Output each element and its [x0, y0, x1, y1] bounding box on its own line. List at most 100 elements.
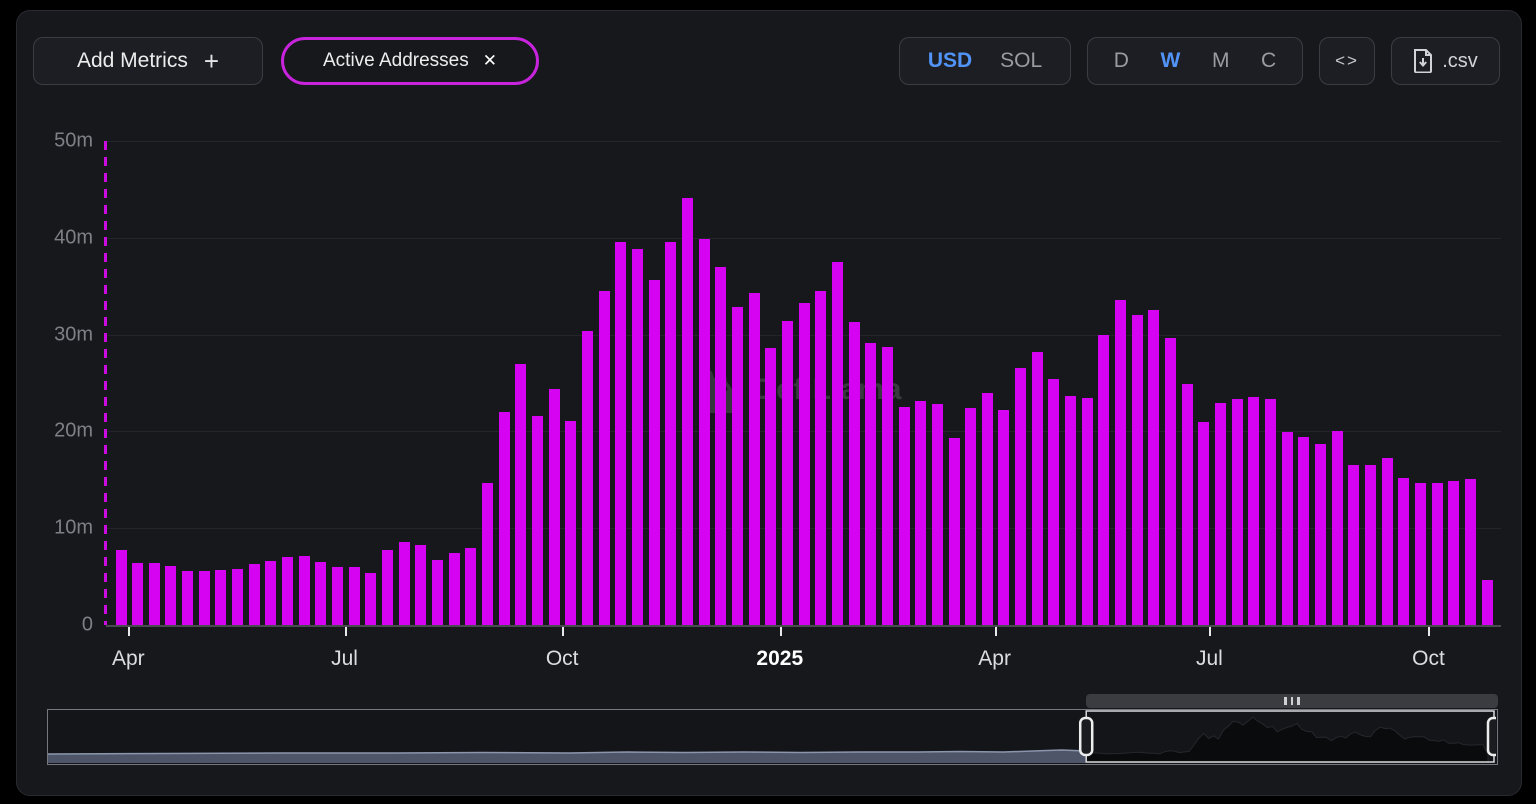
bar[interactable]	[215, 569, 227, 625]
bar[interactable]	[615, 241, 627, 625]
bar[interactable]	[182, 570, 194, 625]
bar[interactable]	[915, 401, 927, 625]
interval-option-day[interactable]: D	[1113, 49, 1129, 72]
bar[interactable]	[965, 408, 977, 625]
metric-pill-active-addresses[interactable]: Active Addresses ✕	[281, 37, 539, 85]
bar[interactable]	[332, 566, 344, 625]
currency-option-sol[interactable]: SOL	[1000, 49, 1043, 72]
navigator-drag-handle[interactable]	[1086, 694, 1498, 708]
bar[interactable]	[1448, 480, 1460, 625]
download-csv-button[interactable]: .csv	[1391, 37, 1500, 85]
bar[interactable]	[1065, 395, 1077, 625]
bar[interactable]	[1398, 477, 1410, 625]
bar[interactable]	[1248, 396, 1260, 625]
bar[interactable]	[665, 241, 677, 625]
bar[interactable]	[1098, 334, 1110, 625]
bar[interactable]	[1265, 399, 1277, 625]
bar[interactable]	[1131, 315, 1143, 625]
bar[interactable]	[1331, 431, 1343, 625]
bar[interactable]	[132, 563, 144, 625]
bar[interactable]	[1464, 478, 1476, 625]
bar[interactable]	[598, 291, 610, 625]
bar[interactable]	[515, 363, 527, 625]
bar[interactable]	[1081, 397, 1093, 625]
bar[interactable]	[282, 557, 294, 625]
bar[interactable]	[365, 572, 377, 625]
bar[interactable]	[1015, 367, 1027, 625]
bar[interactable]	[1281, 432, 1293, 625]
bar[interactable]	[448, 553, 460, 625]
embed-code-button[interactable]: <>	[1319, 37, 1375, 85]
bar[interactable]	[248, 564, 260, 625]
bar[interactable]	[1198, 421, 1210, 625]
interval-option-week[interactable]: W	[1160, 49, 1181, 72]
bar[interactable]	[1431, 482, 1443, 625]
bar[interactable]	[265, 561, 277, 625]
bar[interactable]	[581, 330, 593, 625]
bar[interactable]	[498, 412, 510, 625]
bar[interactable]	[1115, 299, 1127, 625]
bar[interactable]	[831, 262, 843, 625]
add-metrics-button[interactable]: Add Metrics +	[33, 37, 263, 85]
bar[interactable]	[648, 280, 660, 625]
bar[interactable]	[415, 544, 427, 625]
currency-option-usd[interactable]: USD	[927, 49, 973, 72]
bar[interactable]	[998, 410, 1010, 625]
bar[interactable]	[781, 321, 793, 625]
interval-option-cumulative[interactable]: C	[1261, 49, 1277, 72]
bar[interactable]	[1298, 437, 1310, 625]
bar[interactable]	[1181, 383, 1193, 625]
bar[interactable]	[981, 392, 993, 625]
bar[interactable]	[1148, 310, 1160, 625]
bar[interactable]	[232, 568, 244, 625]
bar[interactable]	[731, 306, 743, 625]
bar[interactable]	[315, 562, 327, 625]
brush-handle[interactable]	[1486, 716, 1496, 757]
bar[interactable]	[1381, 457, 1393, 625]
navigator-timeline[interactable]	[47, 709, 1498, 765]
bar[interactable]	[848, 322, 860, 625]
bar[interactable]	[798, 302, 810, 625]
bar[interactable]	[548, 388, 560, 625]
interval-option-month[interactable]: M	[1211, 49, 1230, 72]
bar[interactable]	[815, 291, 827, 625]
bar[interactable]	[348, 566, 360, 625]
bar[interactable]	[765, 348, 777, 625]
y-axis-tick-label: 50m	[54, 129, 93, 152]
bar[interactable]	[681, 198, 693, 625]
bar[interactable]	[565, 420, 577, 625]
bar[interactable]	[148, 563, 160, 625]
bar[interactable]	[115, 549, 127, 625]
bar[interactable]	[698, 238, 710, 625]
bar[interactable]	[1231, 398, 1243, 625]
bar[interactable]	[532, 415, 543, 625]
bar[interactable]	[465, 547, 477, 625]
bar[interactable]	[948, 438, 960, 625]
bar[interactable]	[898, 407, 910, 625]
bar[interactable]	[1414, 482, 1426, 625]
bar[interactable]	[715, 266, 727, 625]
bar[interactable]	[631, 249, 643, 625]
csv-label: .csv	[1442, 49, 1478, 72]
brush-handle[interactable]	[1078, 716, 1094, 757]
bar[interactable]	[1215, 403, 1227, 625]
close-icon[interactable]: ✕	[482, 51, 497, 70]
bar[interactable]	[482, 482, 494, 625]
bar[interactable]	[865, 343, 877, 625]
bar[interactable]	[1165, 337, 1177, 625]
bar[interactable]	[382, 550, 394, 625]
bar[interactable]	[1048, 379, 1060, 625]
bar[interactable]	[198, 570, 210, 625]
bar[interactable]	[748, 292, 760, 625]
bar[interactable]	[881, 347, 893, 625]
bar[interactable]	[1031, 352, 1043, 625]
bar[interactable]	[1481, 580, 1493, 625]
bar[interactable]	[165, 565, 177, 625]
bar[interactable]	[931, 404, 943, 625]
bar[interactable]	[432, 560, 444, 625]
bar[interactable]	[1315, 443, 1327, 625]
bar[interactable]	[1348, 465, 1360, 625]
bar[interactable]	[1365, 465, 1376, 625]
bar[interactable]	[298, 556, 310, 625]
bar[interactable]	[398, 541, 410, 625]
